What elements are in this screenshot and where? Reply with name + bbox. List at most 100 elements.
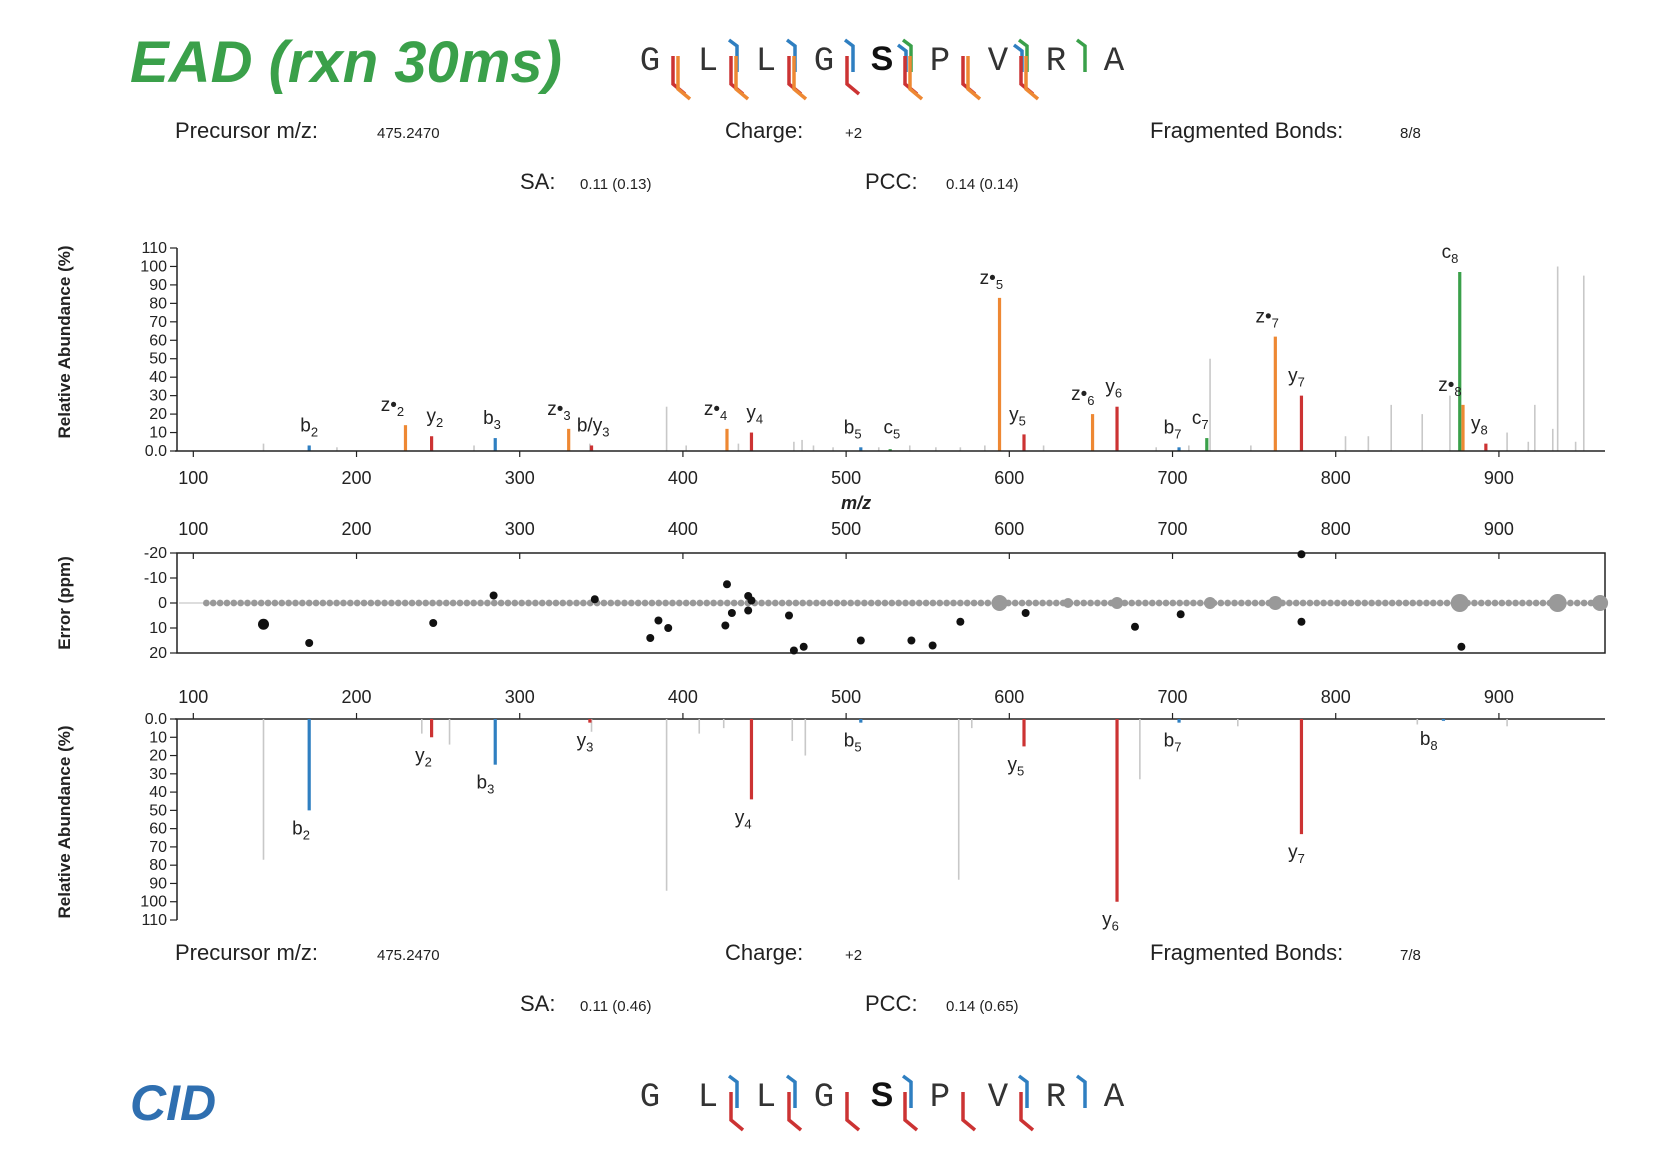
zero-error-point: [943, 599, 951, 607]
zero-error-point: [1094, 599, 1101, 607]
zero-error-point: [340, 599, 347, 607]
zero-error-point: [696, 599, 704, 607]
zero-error-point: [819, 599, 827, 607]
ion-label-b/y3: b/y3: [577, 415, 610, 439]
zero-error-point: [1142, 599, 1149, 607]
zero-error-point: [1011, 599, 1019, 607]
y-tick-label: 60: [149, 332, 167, 349]
zero-error-point: [484, 599, 491, 607]
cid-charge-value: +2: [845, 947, 862, 964]
x-tick-label: 300: [505, 519, 535, 539]
n-term-fragment-mark: [961, 1092, 977, 1132]
zero-error-point: [1063, 598, 1074, 608]
residue-6: V: [988, 1079, 1009, 1117]
ion-label-y4: y4: [735, 807, 752, 831]
x-tick-label: 800: [1321, 519, 1351, 539]
x-tick-label: 600: [994, 519, 1024, 539]
zero-error-point: [723, 599, 731, 607]
x-tick-label: 800: [1321, 468, 1351, 488]
zero-error-point: [730, 599, 738, 607]
zero-error-point: [689, 599, 697, 607]
cid-pcc-label: PCC:: [865, 991, 918, 1016]
zero-error-point: [710, 599, 718, 607]
zero-error-point: [1491, 599, 1499, 607]
zero-error-point: [1477, 599, 1485, 607]
residue-2: L: [756, 1079, 776, 1117]
zero-error-point: [353, 599, 361, 607]
zero-error-point: [518, 599, 526, 607]
x-tick-label: 700: [1157, 687, 1187, 707]
ead-title: EAD (rxn 30ms): [130, 30, 562, 95]
zero-error-point: [1423, 599, 1430, 607]
cid-spectrum-panel: 100 200 300 400 500 600 700 800 900 0.010 20304050…: [55, 687, 1605, 934]
zero-error-point: [1306, 599, 1314, 607]
error-point: [928, 641, 937, 650]
zero-error-point: [1368, 599, 1376, 607]
zero-error-point: [381, 599, 388, 607]
y-tick-label: 90: [149, 875, 167, 892]
zero-error-point: [1292, 599, 1300, 607]
ead-sa-label: SA:: [520, 169, 555, 194]
ion-label-b5: b5: [844, 731, 862, 755]
zero-error-point: [758, 599, 765, 607]
ion-label-b7: b7: [1164, 417, 1182, 441]
zero-error-point: [867, 599, 875, 607]
mass-error-panel: 100 200 300 400 500 600 700 800 900 -20 -10 0 10 20 Er…: [55, 519, 1609, 662]
zero-error-point: [908, 599, 916, 607]
ead-pcc-value: 0.14 (0.14): [946, 176, 1019, 193]
x-tick-label: 200: [341, 687, 371, 707]
zero-error-point: [675, 599, 683, 607]
cid-sa-value: 0.11 (0.46): [580, 998, 651, 1015]
zero-error-point: [292, 599, 299, 607]
zero-error-point: [950, 599, 957, 607]
zero-error-point: [326, 599, 334, 607]
x-tick-label: 300: [505, 468, 535, 488]
zero-error-point: [1580, 599, 1588, 607]
ion-label-c8: c8: [1442, 242, 1459, 266]
zero-error-point: [771, 599, 779, 607]
zero-error-point: [799, 599, 807, 607]
zero-error-point: [346, 599, 354, 607]
error-point: [1130, 622, 1139, 631]
zero-error-point: [367, 599, 375, 607]
c-term-fragment-mark: [1017, 1074, 1029, 1108]
y-axis-label: Error (ppm): [55, 556, 74, 650]
error-point: [646, 634, 655, 642]
ion-label-z•5: z•5: [980, 268, 1003, 292]
error-point: [257, 618, 269, 630]
zero-error-point: [456, 599, 464, 607]
zero-error-point: [669, 599, 676, 607]
x-tick-label: 200: [341, 468, 371, 488]
ion-label-b2: b2: [300, 415, 318, 439]
residue-7: R: [1046, 43, 1066, 81]
cid-sa-label: SA:: [520, 991, 555, 1016]
zero-error-point: [470, 599, 478, 607]
y-tick-label: 30: [149, 766, 167, 783]
ion-label-b7: b7: [1164, 731, 1182, 755]
n-term-fragment-mark: [734, 56, 750, 101]
y-tick-label: 0.0: [145, 711, 167, 728]
zero-error-point: [271, 599, 279, 607]
zero-error-point: [360, 599, 368, 607]
zero-error-point: [915, 599, 923, 607]
zero-error-point: [922, 599, 930, 607]
residue-0: G: [640, 43, 660, 81]
ion-label-b8: b8: [1420, 729, 1438, 753]
ion-label-b3: b3: [477, 773, 495, 797]
y-tick-label: -20: [144, 545, 167, 562]
zero-error-point: [1251, 599, 1259, 607]
c-term-fragment-mark: [843, 38, 855, 72]
zero-error-point: [1025, 599, 1033, 607]
zero-error-point: [1258, 599, 1266, 607]
residue-1: L: [698, 43, 718, 81]
residue-4: S: [871, 1076, 894, 1114]
zero-error-point: [202, 599, 210, 607]
y-tick-label: 40: [149, 784, 167, 801]
zero-error-point: [1347, 599, 1355, 607]
error-point: [429, 619, 438, 627]
zero-error-point: [1217, 599, 1225, 607]
